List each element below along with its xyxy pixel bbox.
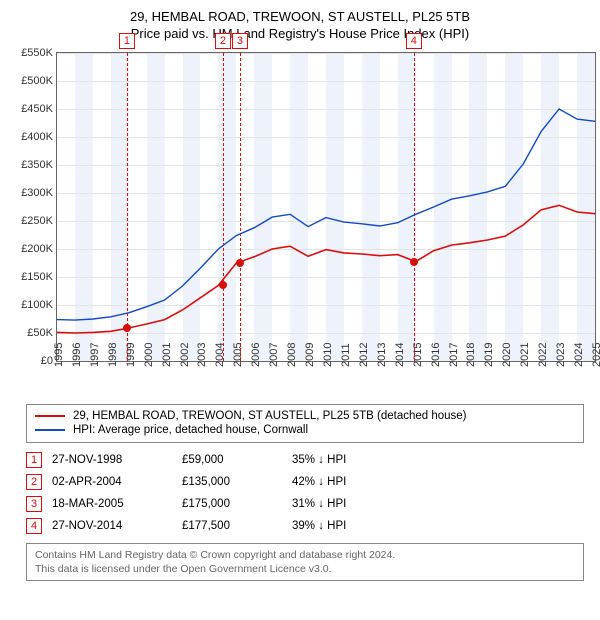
table-price: £59,000: [182, 449, 292, 471]
series-property-line: [57, 205, 595, 333]
sale-marker-badge: 2: [215, 33, 231, 49]
legend-box: 29, HEMBAL ROAD, TREWOON, ST AUSTELL, PL…: [26, 404, 584, 443]
table-date: 27-NOV-1998: [52, 449, 182, 471]
chart-plot-area: 1995199619971998199920002001200220032004…: [56, 52, 596, 362]
y-axis-label: £400K: [7, 131, 57, 143]
legend-label: HPI: Average price, detached house, Corn…: [73, 424, 308, 436]
table-delta: 42% ↓ HPI: [292, 471, 356, 493]
legend-item: 29, HEMBAL ROAD, TREWOON, ST AUSTELL, PL…: [35, 409, 575, 423]
sale-marker-badge: 4: [406, 33, 422, 49]
page-root: 29, HEMBAL ROAD, TREWOON, ST AUSTELL, PL…: [0, 0, 600, 620]
series-hpi-line: [57, 109, 595, 320]
legend-swatch: [35, 415, 65, 417]
table-delta: 31% ↓ HPI: [292, 493, 356, 515]
y-axis-label: £350K: [7, 159, 57, 171]
title-block: 29, HEMBAL ROAD, TREWOON, ST AUSTELL, PL…: [8, 8, 592, 42]
y-axis-label: £200K: [7, 243, 57, 255]
table-row: 3 18-MAR-2005£175,00031% ↓ HPI: [26, 493, 356, 515]
legend-item: HPI: Average price, detached house, Corn…: [35, 423, 575, 437]
y-axis-label: £150K: [7, 271, 57, 283]
table-badge: 2: [26, 474, 42, 490]
y-axis-label: £0: [7, 355, 57, 367]
legend-swatch: [35, 429, 65, 431]
footnote-line: Contains HM Land Registry data © Crown c…: [35, 548, 575, 562]
sale-marker-dot: [219, 281, 227, 289]
footnote-line: This data is licensed under the Open Gov…: [35, 562, 575, 576]
table-price: £175,000: [182, 493, 292, 515]
table-badge: 1: [26, 452, 42, 468]
table-row: 1 27-NOV-1998£59,00035% ↓ HPI: [26, 449, 356, 471]
legend-label: 29, HEMBAL ROAD, TREWOON, ST AUSTELL, PL…: [73, 410, 467, 422]
table-row: 4 27-NOV-2014£177,50039% ↓ HPI: [26, 515, 356, 537]
table-date: 02-APR-2004: [52, 471, 182, 493]
footnote-box: Contains HM Land Registry data © Crown c…: [26, 543, 584, 581]
sales-table: 1 27-NOV-1998£59,00035% ↓ HPI 2 02-APR-2004…: [26, 449, 356, 537]
table-price: £135,000: [182, 471, 292, 493]
table-badge: 4: [26, 518, 42, 534]
sale-marker-dot: [236, 259, 244, 267]
table-row: 2 02-APR-2004£135,00042% ↓ HPI: [26, 471, 356, 493]
table-date: 18-MAR-2005: [52, 493, 182, 515]
y-axis-label: £300K: [7, 187, 57, 199]
title-address: 29, HEMBAL ROAD, TREWOON, ST AUSTELL, PL…: [8, 8, 592, 25]
y-axis-label: £550K: [7, 47, 57, 59]
y-axis-label: £450K: [7, 103, 57, 115]
y-axis-label: £250K: [7, 215, 57, 227]
table-delta: 39% ↓ HPI: [292, 515, 356, 537]
table-badge: 3: [26, 496, 42, 512]
chart-lines-svg: [57, 53, 595, 361]
table-delta: 35% ↓ HPI: [292, 449, 356, 471]
sale-marker-dot: [410, 258, 418, 266]
y-axis-label: £50K: [7, 327, 57, 339]
sale-marker-badge: 1: [119, 33, 135, 49]
table-price: £177,500: [182, 515, 292, 537]
table-date: 27-NOV-2014: [52, 515, 182, 537]
sale-marker-dot: [123, 324, 131, 332]
y-axis-label: £500K: [7, 75, 57, 87]
sale-marker-badge: 3: [232, 33, 248, 49]
y-axis-label: £100K: [7, 299, 57, 311]
title-subtitle: Price paid vs. HM Land Registry's House …: [8, 25, 592, 42]
